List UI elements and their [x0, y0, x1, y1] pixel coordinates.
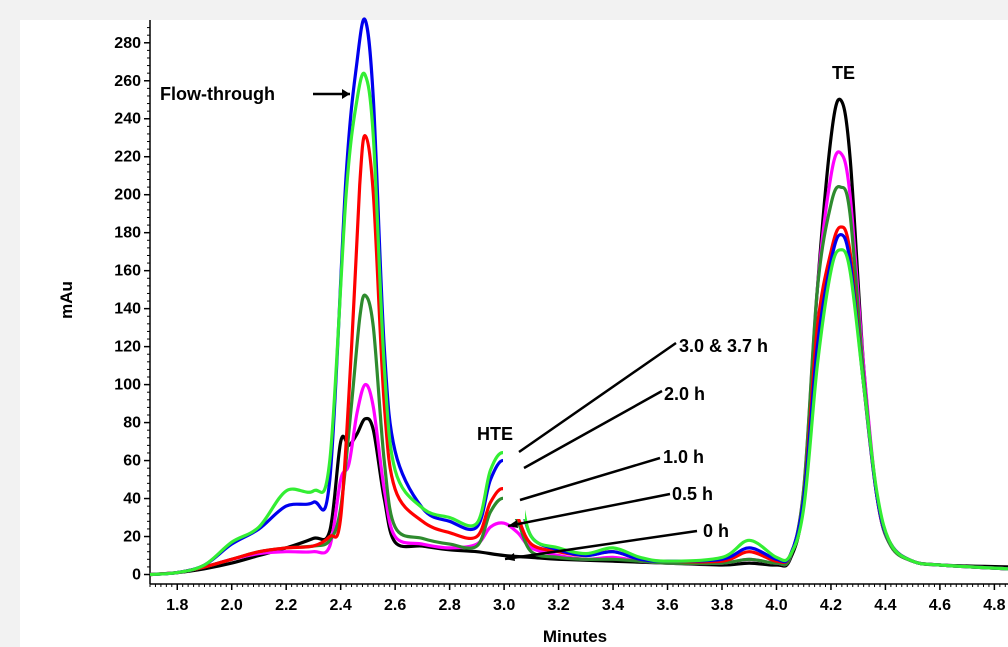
y-tick-label: 120 — [114, 339, 141, 356]
x-tick-label: 2.6 — [384, 597, 406, 614]
leader-line-0h — [504, 529, 698, 561]
annotation-flow-through: Flow-through — [160, 84, 275, 104]
y-tick-label: 20 — [123, 529, 141, 546]
x-tick-label: 3.6 — [656, 597, 678, 614]
annotation-0-5h: 0.5 h — [672, 484, 713, 504]
y-tick-label: 220 — [114, 149, 141, 166]
y-tick-label: 280 — [114, 35, 141, 52]
peak-label-mask — [503, 447, 525, 519]
x-axis: 1.8 2.0 2.2 2.4 2.6 2.8 3.0 3.2 3.4 3.6 3.8 4.0 4.2 4… — [149, 583, 1008, 614]
chart-background — [20, 20, 1008, 647]
x-tick-label: 4.0 — [765, 597, 787, 614]
y-tick-label: 40 — [123, 491, 141, 508]
y-tick-label: 200 — [114, 187, 141, 204]
annotation-1h: 1.0 h — [663, 447, 704, 467]
y-tick-label: 100 — [114, 377, 141, 394]
y-tick-label: 260 — [114, 73, 141, 90]
leader-line-1h — [519, 456, 661, 502]
y-tick-label: 60 — [123, 453, 141, 470]
y-tick-label: 160 — [114, 263, 141, 280]
annotation-te: TE — [832, 63, 855, 83]
flow-through-arrowhead — [342, 89, 350, 99]
leader-line-2h — [523, 389, 663, 470]
x-tick-label: 3.8 — [711, 597, 733, 614]
x-tick-label: 3.0 — [493, 597, 515, 614]
x-tick-label: 3.2 — [547, 597, 569, 614]
x-tick-label: 2.8 — [438, 597, 460, 614]
y-tick-label: 240 — [114, 111, 141, 128]
leader-line-3h — [518, 341, 677, 454]
annotation-3h: 3.0 & 3.7 h — [679, 336, 768, 356]
x-tick-label: 1.8 — [166, 597, 188, 614]
x-tick-label: 4.6 — [929, 597, 951, 614]
y-tick-label: 140 — [114, 301, 141, 318]
y-tick-label: 180 — [114, 225, 141, 242]
annotation-layer: Flow-through TE HTE 3.0 & 3.7 h 2.0 h 1.… — [160, 63, 855, 561]
x-tick-label: 4.8 — [983, 597, 1005, 614]
x-tick-label: 3.4 — [602, 597, 624, 614]
leader-arrowhead-0h — [505, 553, 515, 561]
x-tick-label: 2.0 — [221, 597, 243, 614]
x-tick-label: 2.2 — [275, 597, 297, 614]
x-tick-label: 4.2 — [820, 597, 842, 614]
x-axis-title: Minutes — [543, 627, 607, 646]
x-tick-label: 4.4 — [874, 597, 896, 614]
leader-arrowhead-0-5h — [508, 520, 518, 528]
y-axis: 0 20 40 60 80 100 120 140 160 180 200 220 240 260 280 — [114, 20, 151, 584]
y-axis-title: mAu — [57, 281, 76, 319]
y-tick-label: 80 — [123, 415, 141, 432]
annotation-2h: 2.0 h — [664, 384, 705, 404]
annotation-hte: HTE — [477, 424, 513, 444]
leader-line-0-5h — [507, 492, 671, 528]
y-tick-label: 0 — [132, 567, 141, 584]
x-tick-label: 2.4 — [330, 597, 352, 614]
annotation-0h: 0 h — [703, 521, 729, 541]
